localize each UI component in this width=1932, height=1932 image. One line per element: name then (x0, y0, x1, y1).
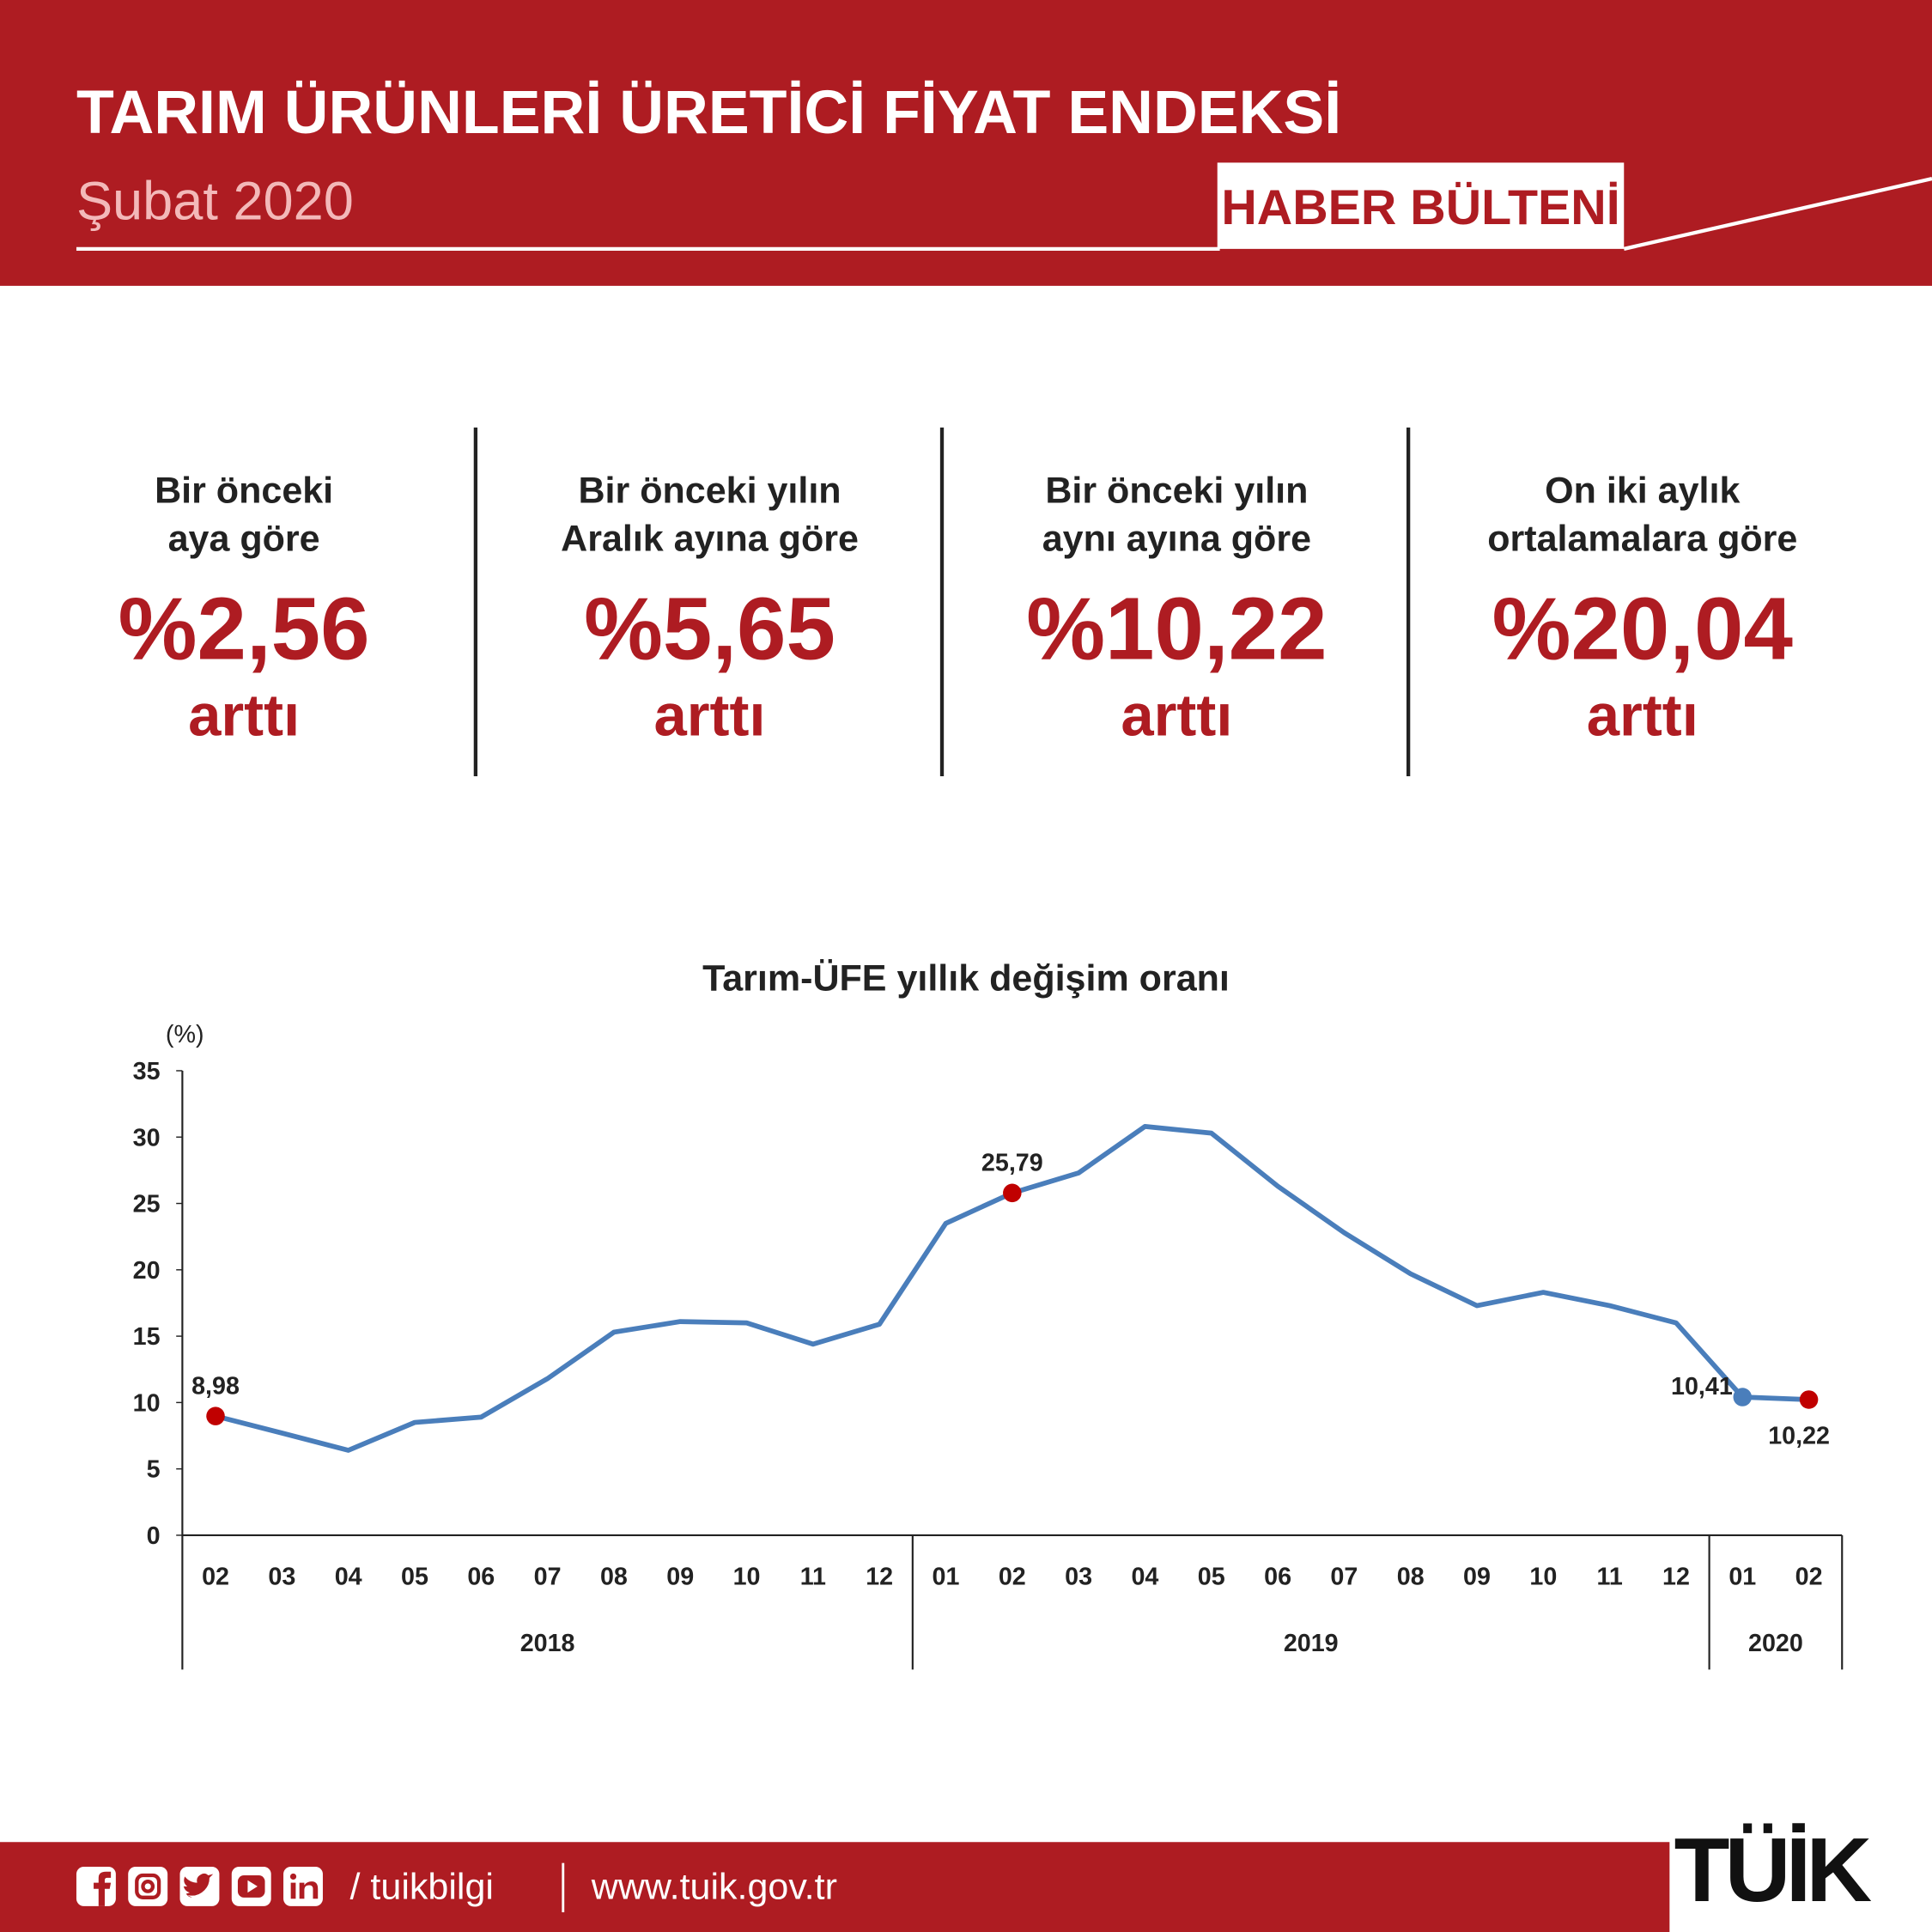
x-tick-label: 06 (467, 1563, 495, 1590)
x-tick-label: 05 (1198, 1563, 1225, 1590)
badge-box (1217, 162, 1625, 249)
twitter-glyph (183, 1873, 214, 1898)
linkedin-glyph (299, 1881, 319, 1899)
facebook-glyph (94, 1871, 112, 1906)
stat-change: arttı (1121, 683, 1232, 749)
group-label: 2018 (520, 1630, 575, 1657)
data-point (1003, 1183, 1022, 1203)
value-label: 10,41 (1671, 1373, 1733, 1400)
x-tick-label: 11 (1596, 1563, 1622, 1590)
stat-value: %10,22 (1026, 579, 1327, 678)
stat-change: arttı (653, 683, 765, 749)
x-tick-label: 11 (800, 1563, 826, 1590)
x-tick-label: 02 (202, 1563, 229, 1590)
stat-change: arttı (188, 683, 300, 749)
x-tick-label: 08 (600, 1563, 628, 1590)
x-tick-label: 07 (534, 1563, 562, 1590)
x-tick-label: 03 (268, 1563, 295, 1590)
footer-url: www.tuik.gov.tr (591, 1866, 837, 1907)
value-label: 10,22 (1768, 1423, 1830, 1450)
x-tick-label: 02 (999, 1563, 1026, 1590)
footer-band (0, 1842, 1670, 1932)
y-tick-label: 25 (133, 1191, 161, 1218)
data-point (1733, 1388, 1753, 1406)
x-tick-label: 06 (1264, 1563, 1291, 1590)
header-subtitle: Şubat 2020 (76, 171, 354, 231)
data-point (206, 1406, 225, 1425)
stat-label: aynı ayına göre (1042, 518, 1311, 559)
x-tick-label: 02 (1795, 1563, 1823, 1590)
x-tick-label: 09 (1463, 1563, 1491, 1590)
footer-handle: / tuikbilgi (350, 1866, 494, 1907)
y-tick-label: 20 (133, 1257, 161, 1285)
x-tick-label: 08 (1397, 1563, 1425, 1590)
instagram-glyph (135, 1873, 161, 1899)
social-icons (76, 1866, 323, 1906)
x-tick-label: 04 (335, 1563, 362, 1590)
stat-label: Bir önceki (155, 470, 333, 511)
linkedin-glyph (289, 1873, 297, 1880)
x-tick-label: 01 (1728, 1563, 1756, 1590)
youtube-glyph (247, 1880, 258, 1893)
x-tick-label: 01 (933, 1563, 960, 1590)
x-tick-label: 03 (1065, 1563, 1092, 1590)
x-tick-label: 09 (666, 1563, 694, 1590)
stat-value: %2,56 (118, 579, 370, 678)
chart-title: Tarım-ÜFE yıllık değişim oranı (702, 958, 1230, 999)
stat-label: ortalamalara göre (1487, 518, 1797, 559)
x-tick-label: 10 (733, 1563, 761, 1590)
y-tick-label: 10 (133, 1389, 161, 1417)
stat-label: Bir önceki yılın (1045, 470, 1308, 511)
stat-label: On iki aylık (1545, 470, 1740, 511)
x-tick-label: 12 (1662, 1563, 1690, 1590)
value-label: 8,98 (191, 1372, 240, 1400)
y-axis-label: (%) (166, 1021, 204, 1048)
header-rule (1623, 176, 1932, 251)
stat-change: arttı (1587, 683, 1698, 749)
x-tick-label: 04 (1131, 1563, 1158, 1590)
chart: Tarım-ÜFE yıllık değişim oranı(%)0510152… (133, 958, 1844, 1670)
instagram-icon (128, 1866, 168, 1906)
stat-value: %20,04 (1492, 579, 1793, 678)
data-point (1799, 1390, 1819, 1409)
linkedin-glyph (290, 1882, 296, 1899)
group-label: 2019 (1284, 1630, 1339, 1657)
x-tick-label: 10 (1529, 1563, 1557, 1590)
stat-value: %5,65 (584, 579, 835, 678)
y-tick-label: 0 (147, 1522, 161, 1550)
x-tick-label: 12 (866, 1563, 893, 1590)
stat-label: aya göre (168, 518, 320, 559)
group-label: 2020 (1748, 1630, 1803, 1657)
logo: TÜİK (1674, 1819, 1872, 1921)
y-tick-label: 35 (133, 1058, 161, 1085)
y-tick-label: 30 (133, 1124, 161, 1151)
y-tick-label: 15 (133, 1323, 161, 1351)
badge: HABER BÜLTENİ (1221, 180, 1619, 235)
value-label: 25,79 (981, 1149, 1043, 1176)
stat-label: Bir önceki yılın (578, 470, 841, 511)
header-title: TARIM ÜRÜNLERİ ÜRETİCİ FİYAT ENDEKSİ (76, 78, 1341, 147)
y-tick-label: 5 (147, 1456, 161, 1484)
instagram-glyph (141, 1880, 155, 1893)
stat-label: Aralık ayına göre (561, 518, 859, 559)
x-tick-label: 07 (1330, 1563, 1358, 1590)
x-tick-label: 05 (401, 1563, 428, 1590)
